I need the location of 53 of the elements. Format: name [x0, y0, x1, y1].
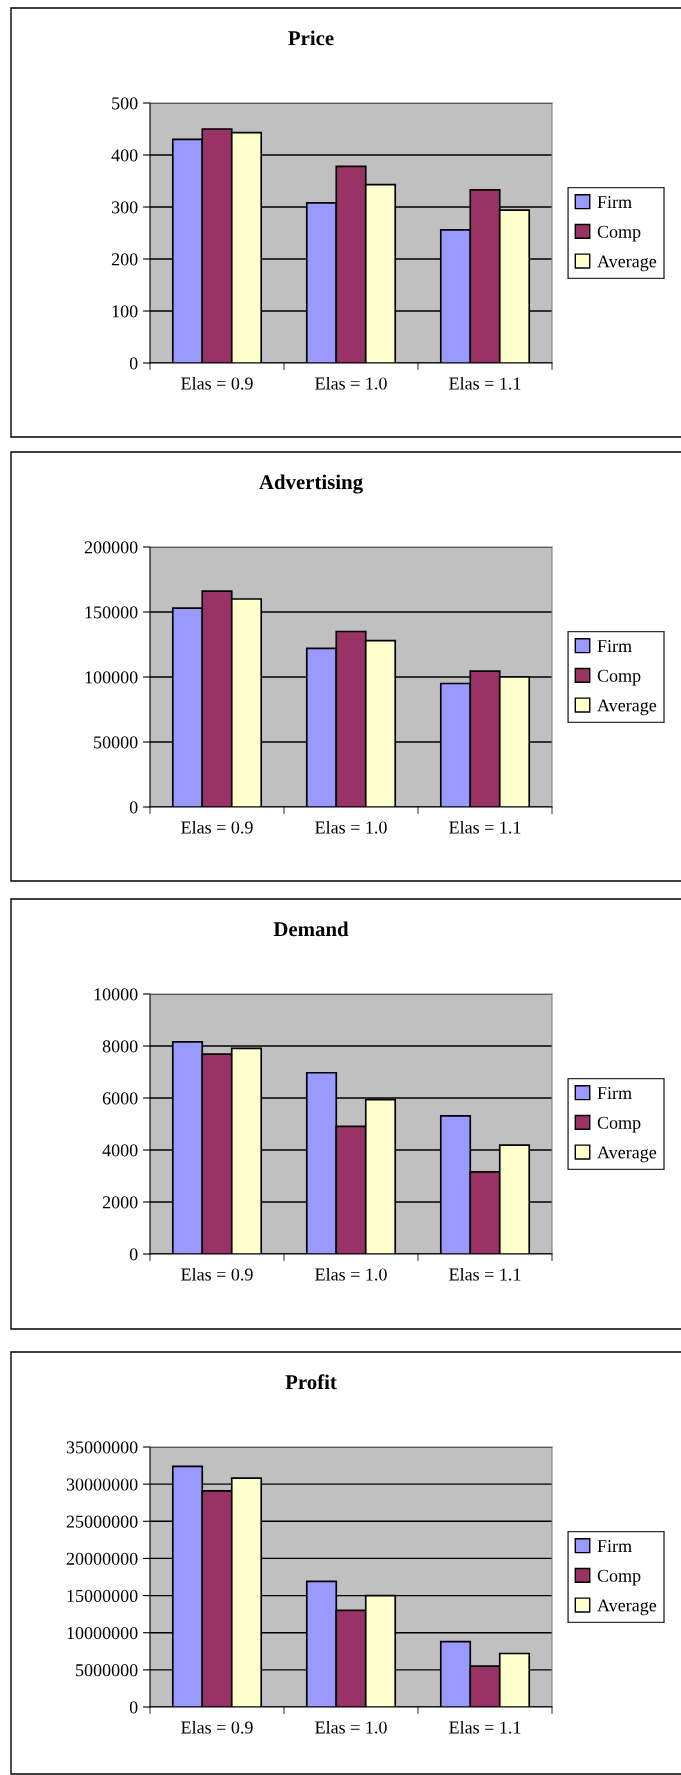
y-tick-label: 200: [111, 253, 138, 266]
y-tick-label: 0: [129, 1701, 138, 1714]
x-tick-label: Elas = 0.9: [181, 1267, 253, 1281]
y-tick-label: 50000: [94, 736, 138, 749]
y-tick-label: 200000: [84, 541, 138, 554]
x-tick-label: Elas = 1.1: [449, 376, 521, 390]
y-tick-label: 150000: [85, 606, 138, 619]
x-tick-label: Elas = 1.0: [315, 376, 387, 390]
legend-label: Firm: [597, 640, 632, 652]
x-tick-label: Elas = 1.1: [449, 1720, 521, 1734]
y-tick-label: 20000000: [66, 1552, 138, 1565]
legend-label: Firm: [597, 196, 632, 208]
y-tick-label: 10000: [94, 988, 138, 1001]
legend-label: Average: [597, 1599, 657, 1616]
y-tick-label: 2000: [102, 1196, 138, 1209]
y-tick-label: 100000: [85, 671, 138, 684]
y-tick-label: 0: [129, 357, 138, 370]
y-tick-label: 5000000: [76, 1664, 138, 1677]
y-tick-label: 400: [111, 149, 138, 162]
legend-label: Average: [597, 699, 657, 716]
y-tick-label: 0: [129, 801, 138, 814]
x-tick-label: Elas = 1.0: [315, 1267, 387, 1281]
x-tick-label: Elas = 1.1: [449, 1267, 521, 1281]
y-tick-label: 4000: [102, 1144, 138, 1157]
y-tick-label: 500: [112, 97, 138, 110]
chart-title: Advertising: [259, 474, 363, 494]
chart-title: Price: [288, 30, 334, 46]
x-tick-label: Elas = 0.9: [181, 1720, 253, 1734]
legend-label: Comp: [597, 225, 641, 242]
legend-label: Firm: [597, 1087, 632, 1099]
y-tick-label: 15000000: [67, 1589, 138, 1603]
x-tick-label: Elas = 1.1: [449, 820, 521, 834]
y-tick-label: 30000000: [66, 1478, 138, 1491]
chart-title: Demand: [273, 921, 349, 937]
x-tick-label: Elas = 0.9: [181, 376, 253, 390]
y-tick-label: 300: [111, 201, 138, 214]
x-tick-label: Elas = 0.9: [181, 820, 253, 834]
x-tick-label: Elas = 1.0: [315, 1720, 387, 1734]
legend-label: Comp: [597, 1569, 641, 1586]
legend-label: Average: [597, 1146, 657, 1163]
x-tick-label: Elas = 1.0: [315, 820, 387, 834]
y-tick-label: 8000: [102, 1040, 138, 1053]
legend-label: Average: [597, 255, 657, 272]
y-tick-label: 0: [129, 1248, 138, 1261]
legend-label: Firm: [597, 1540, 632, 1552]
y-tick-label: 35000000: [66, 1441, 138, 1454]
y-tick-label: 10000000: [67, 1626, 138, 1640]
chart-title: Profit: [285, 1374, 337, 1390]
y-tick-label: 100: [112, 305, 138, 318]
y-tick-label: 6000: [102, 1092, 138, 1105]
legend-label: Comp: [597, 669, 641, 686]
legend-label: Comp: [597, 1116, 641, 1133]
y-tick-label: 25000000: [66, 1515, 138, 1528]
